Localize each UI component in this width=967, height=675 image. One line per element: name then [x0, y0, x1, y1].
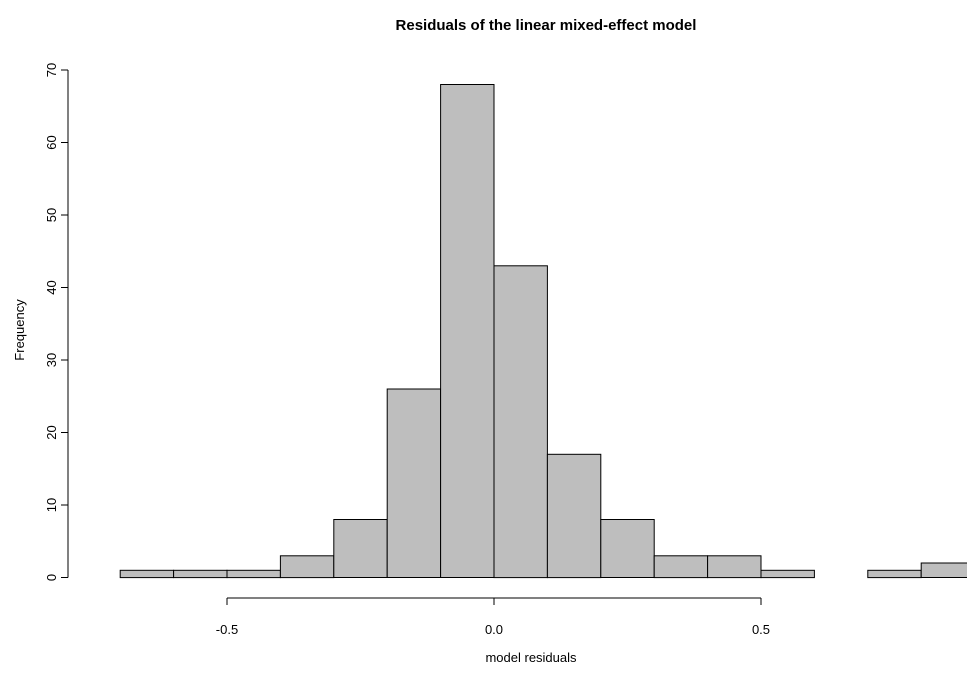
histogram-bar: [440, 84, 495, 578]
histogram-bar: [600, 519, 655, 578]
histogram-bar: [867, 569, 922, 579]
x-tick-label: 0.5: [752, 622, 770, 637]
histogram-bar: [707, 555, 762, 579]
y-tick-label: 40: [44, 280, 59, 294]
y-tick-label: 10: [44, 498, 59, 512]
histogram-bar: [386, 388, 442, 578]
histogram-bar: [173, 569, 228, 579]
y-tick-label: 60: [44, 135, 59, 149]
histogram-bar: [493, 265, 548, 579]
x-axis-label: model residuals: [485, 650, 577, 665]
histogram-bar: [546, 453, 602, 579]
histogram-bar: [119, 569, 175, 579]
histogram-bar: [333, 519, 388, 578]
histogram-bar: [226, 569, 281, 579]
histogram-bar: [760, 569, 815, 579]
histogram-bar: [920, 562, 967, 578]
histogram-bar: [653, 555, 709, 579]
bars-group: [119, 84, 967, 579]
y-tick-label: 30: [44, 353, 59, 367]
histogram-bar: [279, 555, 335, 579]
y-axis-label: Frequency: [12, 299, 27, 361]
y-axis: 0 10 20 30 40 50 60 70: [44, 63, 69, 581]
x-tick-label: 0.0: [485, 622, 503, 637]
x-axis: -0.5 0.0 0.5: [216, 597, 770, 637]
x-tick-label: -0.5: [216, 622, 238, 637]
y-tick-label: 50: [44, 208, 59, 222]
y-tick-label: 70: [44, 63, 59, 77]
y-tick-label: 0: [44, 574, 59, 581]
y-tick-label: 20: [44, 425, 59, 439]
chart-title: Residuals of the linear mixed-effect mod…: [396, 17, 697, 34]
